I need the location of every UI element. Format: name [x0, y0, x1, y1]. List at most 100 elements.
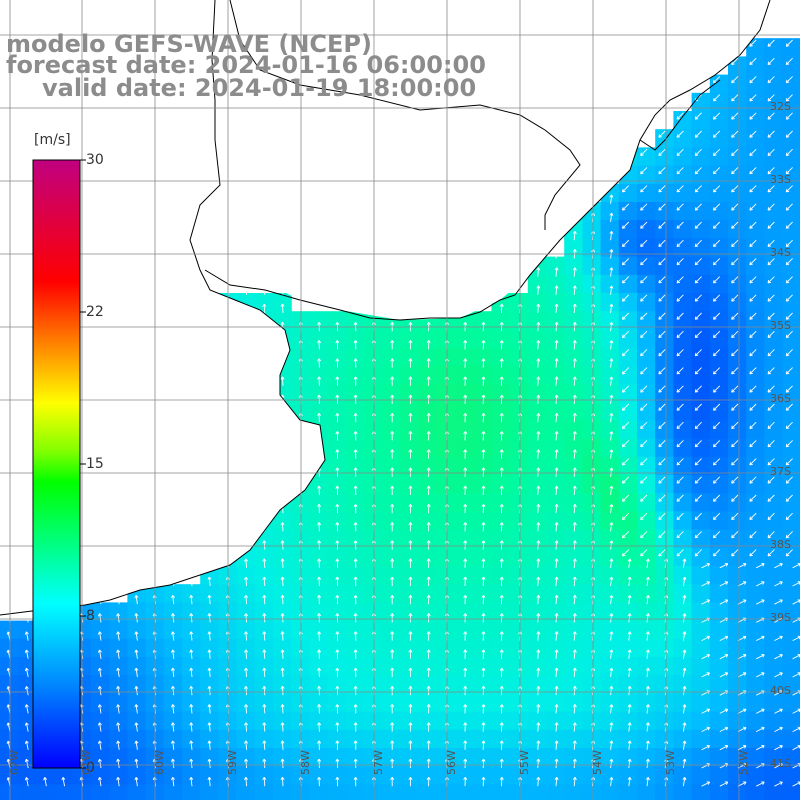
wind-cell — [455, 475, 474, 494]
wind-arrow-head — [501, 303, 504, 307]
wind-arrow — [785, 221, 793, 229]
wind-arrow — [682, 740, 686, 750]
wind-cell — [746, 38, 765, 57]
wind-arrow-head — [390, 376, 393, 380]
wind-arrow-head — [695, 463, 699, 466]
wind-cell — [309, 748, 329, 767]
wind-arrow — [701, 745, 710, 751]
wind-arrow-head — [262, 303, 265, 307]
wind-arrow-head — [556, 322, 559, 326]
wind-arrow — [610, 431, 613, 441]
wind-arrow — [610, 522, 613, 532]
wind-arrow — [573, 231, 576, 241]
wind-arrow — [555, 704, 558, 714]
wind-arrow — [646, 558, 649, 568]
wind-arrow-head — [744, 654, 747, 658]
wind-cell — [473, 420, 492, 440]
wind-arrow-head — [280, 303, 283, 307]
wind-cell — [582, 620, 602, 640]
wind-cell — [637, 238, 656, 258]
wind-arrow — [263, 704, 266, 714]
wind-cell — [546, 638, 565, 658]
wind-arrow-head — [483, 758, 486, 762]
wind-cell — [709, 547, 729, 567]
wind-cell — [637, 475, 656, 494]
wind-arrow-head — [390, 576, 393, 580]
wind-arrow — [628, 577, 631, 587]
wind-arrow — [731, 421, 739, 429]
latitude-label: 38S — [770, 538, 791, 551]
wind-cell — [637, 147, 656, 167]
wind-arrow-head — [172, 613, 175, 617]
wind-arrow-head — [556, 667, 559, 671]
wind-arrow-head — [621, 552, 624, 557]
wind-arrow-head — [464, 722, 468, 726]
wind-cell — [746, 74, 765, 94]
wind-arrow-head — [707, 654, 711, 658]
wind-cell — [600, 529, 620, 549]
wind-cell — [782, 111, 800, 130]
wind-arrow-head — [355, 340, 358, 344]
wind-cell — [546, 256, 565, 276]
wind-arrow — [767, 476, 775, 484]
wind-arrow-head — [574, 449, 577, 453]
wind-arrow-head — [725, 709, 729, 713]
wind-cell — [691, 602, 711, 622]
wind-cell — [309, 675, 329, 694]
wind-cell — [728, 748, 747, 767]
wind-arrow-head — [428, 503, 431, 507]
wind-cell — [746, 766, 765, 785]
wind-arrow-head — [554, 776, 558, 780]
wind-arrow — [676, 549, 684, 557]
wind-cell — [473, 766, 492, 785]
wind-arrow-head — [481, 522, 484, 526]
wind-cell — [546, 329, 565, 349]
wind-arrow-head — [554, 321, 558, 325]
wind-arrow-head — [785, 316, 788, 320]
wind-cell — [473, 693, 492, 713]
wind-cell — [709, 311, 729, 330]
wind-arrow — [713, 294, 721, 302]
wind-arrow-head — [622, 318, 626, 320]
wind-cell — [691, 329, 711, 349]
wind-cell — [618, 547, 638, 567]
wind-cell — [382, 602, 401, 622]
wind-arrow-head — [731, 97, 733, 102]
wind-cell — [746, 111, 765, 130]
wind-arrow-head — [574, 394, 577, 398]
wind-arrow — [713, 512, 721, 520]
wind-arrow-head — [538, 431, 541, 435]
wind-arrow-head — [676, 136, 681, 138]
wind-arrow — [785, 167, 793, 175]
wind-arrow-head — [428, 649, 431, 653]
wind-arrow-head — [780, 581, 783, 585]
wind-arrow-head — [353, 776, 356, 781]
wind-arrow-head — [676, 134, 679, 138]
wind-arrow-head — [99, 667, 102, 671]
wind-arrow-head — [336, 394, 340, 398]
wind-cell — [436, 566, 456, 585]
wind-arrow — [245, 649, 248, 659]
wind-arrow-head — [611, 467, 614, 471]
wind-arrow-head — [767, 227, 772, 229]
wind-arrow — [676, 458, 684, 466]
wind-cell — [637, 456, 656, 476]
wind-cell — [345, 657, 365, 676]
wind-arrow-head — [519, 540, 523, 544]
wind-arrow — [135, 686, 138, 696]
wind-arrow — [555, 631, 558, 641]
wind-cell — [327, 511, 347, 531]
wind-cell — [691, 274, 711, 294]
wind-cell — [91, 766, 110, 785]
wind-arrow-head — [767, 463, 772, 466]
wind-cell — [127, 693, 147, 713]
wind-arrow-head — [335, 485, 338, 489]
wind-arrow-head — [190, 740, 194, 744]
wind-arrow-head — [695, 391, 699, 393]
wind-arrow-head — [621, 207, 624, 211]
wind-arrow-head — [622, 391, 626, 393]
wind-cell — [764, 729, 784, 749]
wind-arrow-head — [426, 667, 430, 671]
wind-cell — [527, 748, 547, 767]
wind-arrow-head — [676, 372, 681, 375]
